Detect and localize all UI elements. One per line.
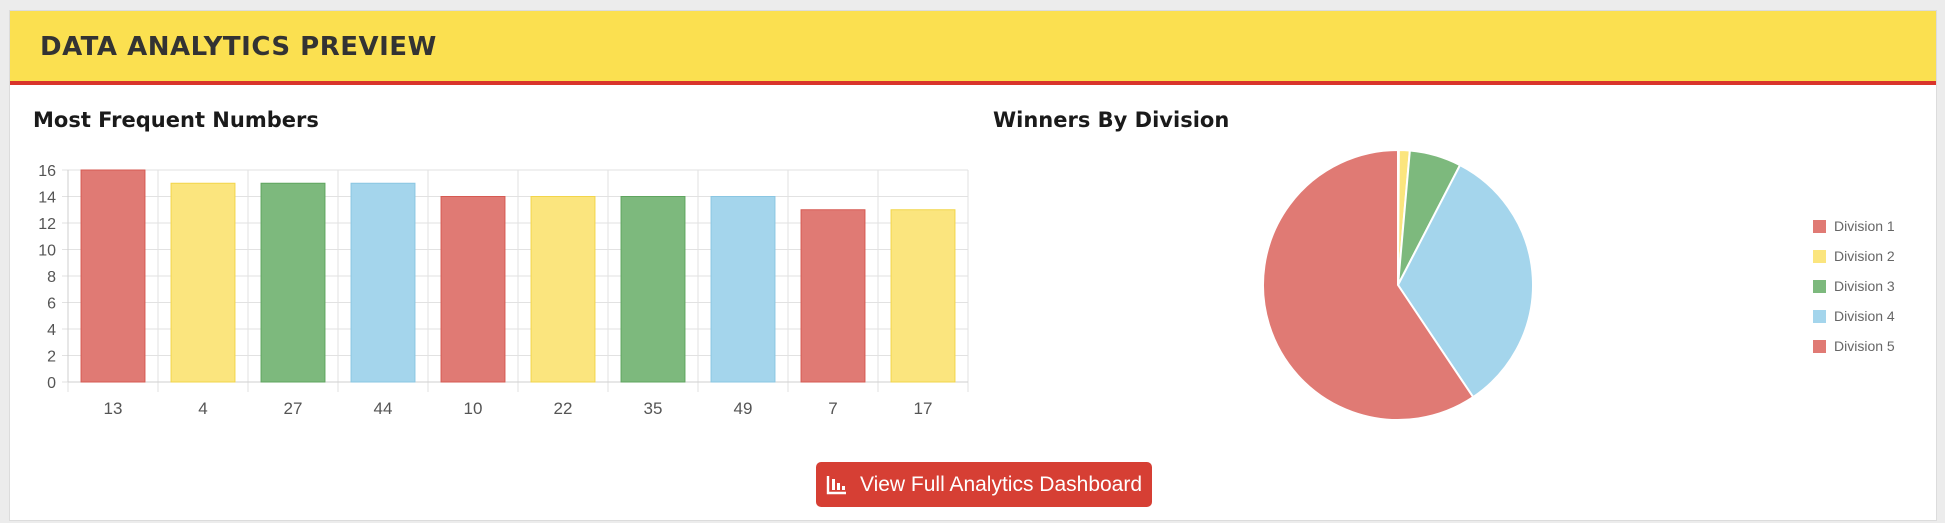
analytics-preview-panel: DATA ANALYTICS PREVIEW Most Frequent Num… <box>9 10 1937 521</box>
bar-10 <box>440 196 506 383</box>
pie-chart-title: Winners By Division <box>993 108 1230 132</box>
legend-swatch <box>1813 219 1826 233</box>
x-tick-label: 17 <box>914 399 933 418</box>
pie-legend: Division 1 Division 2 Division 3 Division 4… <box>1813 211 1933 371</box>
dashboard-button-label: View Full Analytics Dashboard <box>859 472 1143 496</box>
y-tick-label: 6 <box>47 296 56 313</box>
legend-swatch <box>1813 309 1826 323</box>
legend-swatch <box>1813 279 1826 293</box>
bar-22 <box>530 196 596 383</box>
y-tick-label: 16 <box>38 163 56 180</box>
legend-label: Division 2 <box>1834 248 1895 264</box>
legend-label: Division 5 <box>1834 338 1895 354</box>
x-tick-label: 13 <box>104 399 123 418</box>
bar-44 <box>350 182 416 383</box>
y-tick-label: 2 <box>47 349 56 366</box>
legend-item[interactable]: Division 2 <box>1813 241 1933 271</box>
legend-label: Division 3 <box>1834 278 1895 294</box>
bar-17 <box>890 209 956 383</box>
bar-chart: 0 2 4 6 8 10 12 14 16 13 4 27 44 10 22 35 49 7 17 <box>38 163 969 418</box>
bar-27 <box>260 182 326 383</box>
legend-item[interactable]: Division 4 <box>1813 301 1933 331</box>
legend-label: Division 4 <box>1834 308 1895 324</box>
legend-swatch <box>1813 339 1826 353</box>
y-tick-label: 8 <box>47 269 56 286</box>
x-tick-label: 22 <box>554 399 573 418</box>
bar-chart-icon <box>826 474 848 496</box>
bar-13 <box>80 169 146 383</box>
panel-header: DATA ANALYTICS PREVIEW <box>10 11 1936 85</box>
pie-chart <box>1262 148 1534 421</box>
legend-swatch <box>1813 249 1826 263</box>
legend-item[interactable]: Division 1 <box>1813 211 1933 241</box>
bar-4 <box>170 182 236 383</box>
pie-slice-division-4 <box>1396 163 1534 399</box>
bar-49 <box>710 196 776 383</box>
bar-7 <box>800 209 866 383</box>
y-tick-label: 0 <box>47 375 56 392</box>
view-full-analytics-dashboard-button[interactable]: View Full Analytics Dashboard <box>816 462 1152 507</box>
x-tick-label: 10 <box>464 399 483 418</box>
x-tick-label: 4 <box>198 399 207 418</box>
legend-label: Division 1 <box>1834 218 1895 234</box>
y-tick-label: 14 <box>38 190 56 207</box>
x-tick-label: 44 <box>374 399 393 418</box>
legend-item[interactable]: Division 5 <box>1813 331 1933 361</box>
x-tick-label: 49 <box>734 399 753 418</box>
y-tick-label: 10 <box>38 243 56 260</box>
bar-35 <box>620 196 686 383</box>
x-tick-label: 7 <box>828 399 837 418</box>
x-tick-label: 35 <box>644 399 663 418</box>
bar-chart-title: Most Frequent Numbers <box>33 108 319 132</box>
panel-title: DATA ANALYTICS PREVIEW <box>40 32 437 62</box>
pie-slice-division-5 <box>1262 148 1475 421</box>
x-tick-label: 27 <box>284 399 303 418</box>
y-tick-label: 4 <box>47 322 56 339</box>
legend-item[interactable]: Division 3 <box>1813 271 1933 301</box>
y-tick-label: 12 <box>38 216 56 233</box>
